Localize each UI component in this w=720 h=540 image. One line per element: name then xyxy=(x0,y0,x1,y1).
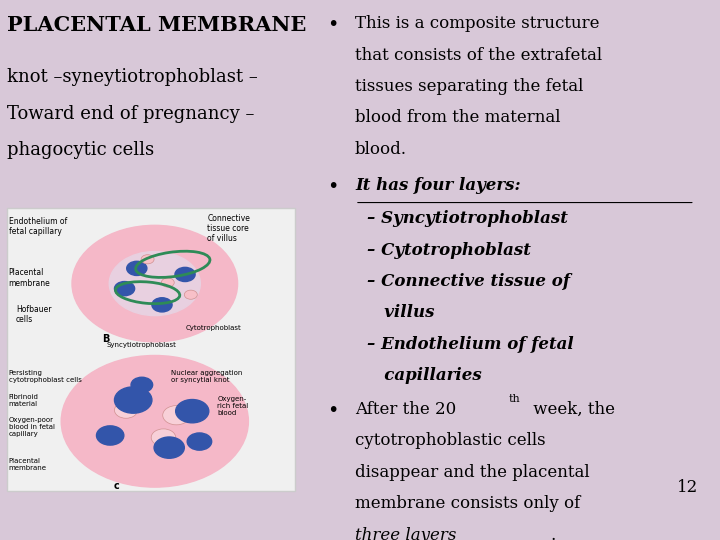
Text: Endothelium of
fetal capillary: Endothelium of fetal capillary xyxy=(9,217,67,236)
Text: Hofbauer
cells: Hofbauer cells xyxy=(16,305,51,324)
Text: week, the: week, the xyxy=(528,401,615,418)
Text: It has four layers:: It has four layers: xyxy=(355,177,521,194)
Circle shape xyxy=(61,355,248,487)
Circle shape xyxy=(163,406,190,425)
Text: Toward end of pregnancy –: Toward end of pregnancy – xyxy=(7,105,255,123)
Circle shape xyxy=(175,267,195,281)
Text: •: • xyxy=(328,401,339,420)
Circle shape xyxy=(127,261,147,275)
Text: cytotrophoblastic cells: cytotrophoblastic cells xyxy=(355,433,546,449)
Text: Connective
tissue core
of villus: Connective tissue core of villus xyxy=(207,214,251,244)
Text: capillaries: capillaries xyxy=(367,367,482,384)
Text: Oxygen-
rich fetal
blood: Oxygen- rich fetal blood xyxy=(217,396,248,416)
Circle shape xyxy=(176,400,209,423)
Circle shape xyxy=(184,290,197,299)
Text: Syncytiotrophoblast: Syncytiotrophoblast xyxy=(107,342,176,348)
Text: that consists of the extrafetal: that consists of the extrafetal xyxy=(355,46,602,64)
Circle shape xyxy=(131,377,153,393)
Text: – Connective tissue of: – Connective tissue of xyxy=(367,273,570,290)
Text: PLACENTAL MEMBRANE: PLACENTAL MEMBRANE xyxy=(7,15,307,35)
Circle shape xyxy=(151,429,176,446)
Text: blood from the maternal: blood from the maternal xyxy=(355,110,560,126)
Text: Persisting
cytotrophoblast cells: Persisting cytotrophoblast cells xyxy=(9,370,81,383)
Circle shape xyxy=(114,387,152,413)
Text: – Syncytiotrophoblast: – Syncytiotrophoblast xyxy=(367,210,568,227)
Circle shape xyxy=(141,255,154,264)
Text: disappear and the placental: disappear and the placental xyxy=(355,464,590,481)
Text: knot –syneytiotrophoblast –: knot –syneytiotrophoblast – xyxy=(7,69,258,86)
Circle shape xyxy=(114,402,138,418)
Text: Fibrinoid
material: Fibrinoid material xyxy=(9,394,38,407)
Text: Placental
membrane: Placental membrane xyxy=(9,458,47,471)
Circle shape xyxy=(109,252,200,315)
Circle shape xyxy=(96,426,124,445)
Text: Cytotrophoblast: Cytotrophoblast xyxy=(186,325,241,331)
FancyBboxPatch shape xyxy=(7,207,295,491)
Text: Oxygen-poor
blood in fetal
capillary: Oxygen-poor blood in fetal capillary xyxy=(9,417,55,437)
Circle shape xyxy=(187,433,212,450)
Text: .: . xyxy=(551,526,556,540)
Text: – Endothelium of fetal: – Endothelium of fetal xyxy=(367,336,574,353)
Text: blood.: blood. xyxy=(355,141,407,158)
Text: •: • xyxy=(328,177,339,196)
Text: c: c xyxy=(114,481,120,491)
Text: •: • xyxy=(328,15,339,34)
Text: This is a composite structure: This is a composite structure xyxy=(355,15,600,32)
Text: th: th xyxy=(509,394,521,404)
Text: Placental
membrane: Placental membrane xyxy=(9,268,50,288)
Text: tissues separating the fetal: tissues separating the fetal xyxy=(355,78,583,95)
Circle shape xyxy=(114,281,135,296)
Circle shape xyxy=(154,437,184,458)
Text: B: B xyxy=(102,334,109,344)
Circle shape xyxy=(152,298,172,312)
Text: After the 20: After the 20 xyxy=(355,401,456,418)
Text: membrane consists only of: membrane consists only of xyxy=(355,495,580,512)
Circle shape xyxy=(161,278,174,287)
Text: Nuclear aggregation
or syncytial knot: Nuclear aggregation or syncytial knot xyxy=(171,370,243,383)
Text: villus: villus xyxy=(367,305,435,321)
Text: 12: 12 xyxy=(677,479,698,496)
Text: phagocytic cells: phagocytic cells xyxy=(7,141,154,159)
Text: – Cytotrophoblast: – Cytotrophoblast xyxy=(367,241,531,259)
Circle shape xyxy=(72,225,238,342)
Text: three layers: three layers xyxy=(355,526,456,540)
